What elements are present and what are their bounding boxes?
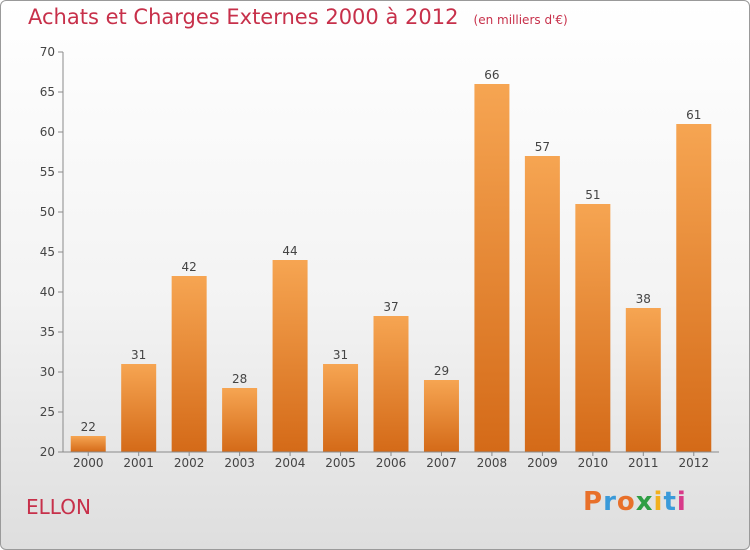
bar-value-label: 42 bbox=[182, 260, 197, 274]
y-tick-label: 20 bbox=[40, 445, 55, 459]
x-tick-label: 2006 bbox=[376, 456, 407, 470]
x-tick-label: 2012 bbox=[678, 456, 709, 470]
bar-2004[interactable] bbox=[272, 260, 308, 452]
title-row: Achats et Charges Externes 2000 à 2012 (… bbox=[28, 5, 568, 29]
city-name: ELLON bbox=[26, 495, 91, 519]
x-tick-label: 2011 bbox=[628, 456, 659, 470]
bar-value-label: 51 bbox=[585, 188, 600, 202]
bar-value-label: 31 bbox=[131, 348, 146, 362]
x-tick-label: 2005 bbox=[325, 456, 356, 470]
y-tick-label: 70 bbox=[40, 45, 55, 59]
bars: 22 31 42 28 44 31 37 29 66 57 51 38 61 bbox=[70, 68, 712, 452]
bar-value-label: 29 bbox=[434, 364, 449, 378]
x-tick-label: 2007 bbox=[426, 456, 457, 470]
bar-2009[interactable] bbox=[524, 156, 560, 452]
bar-2007[interactable] bbox=[423, 380, 459, 452]
bar-2001[interactable] bbox=[121, 364, 157, 452]
bar-2003[interactable] bbox=[222, 388, 258, 452]
bar-2012[interactable] bbox=[676, 124, 712, 452]
bar-value-label: 44 bbox=[282, 244, 297, 258]
bar-2010[interactable] bbox=[575, 204, 611, 452]
bar-2011[interactable] bbox=[625, 308, 661, 452]
chart-title: Achats et Charges Externes 2000 à 2012 bbox=[28, 5, 459, 29]
y-tick-label: 30 bbox=[40, 365, 55, 379]
bar-value-label: 37 bbox=[383, 300, 398, 314]
x-tick-label: 2009 bbox=[527, 456, 558, 470]
x-tick-label: 2001 bbox=[123, 456, 154, 470]
x-tick-label: 2004 bbox=[275, 456, 306, 470]
bar-2005[interactable] bbox=[323, 364, 359, 452]
bar-2000[interactable] bbox=[70, 436, 106, 452]
y-tick-label: 65 bbox=[40, 85, 55, 99]
bar-2002[interactable] bbox=[171, 276, 207, 452]
bar-value-label: 28 bbox=[232, 372, 247, 386]
bar-value-label: 38 bbox=[636, 292, 651, 306]
y-tick-label: 50 bbox=[40, 205, 55, 219]
x-axis: 2000 2001 2002 2003 2004 2005 2006 2007 2008 2009… bbox=[63, 451, 719, 470]
y-tick-label: 40 bbox=[40, 285, 55, 299]
logo-letter: P bbox=[583, 487, 604, 517]
bar-value-label: 22 bbox=[81, 420, 96, 434]
bar-value-label: 57 bbox=[535, 140, 550, 154]
y-axis: 20 25 30 35 40 45 50 55 60 65 70 bbox=[40, 45, 64, 459]
bar-2008[interactable] bbox=[474, 84, 510, 452]
x-tick-label: 2010 bbox=[578, 456, 609, 470]
y-tick-label: 55 bbox=[40, 165, 55, 179]
y-tick-label: 60 bbox=[40, 125, 55, 139]
bar-value-label: 61 bbox=[686, 108, 701, 122]
x-tick-label: 2002 bbox=[174, 456, 205, 470]
bar-value-label: 66 bbox=[484, 68, 499, 82]
logo-letter: i bbox=[676, 487, 687, 517]
y-tick-label: 25 bbox=[40, 405, 55, 419]
y-tick-label: 35 bbox=[40, 325, 55, 339]
x-tick-label: 2003 bbox=[224, 456, 255, 470]
logo-letter: r bbox=[603, 487, 617, 517]
chart-unit: (en milliers d'€) bbox=[473, 13, 568, 27]
logo-letter: i bbox=[653, 487, 664, 517]
proxiti-logo[interactable]: Proxiti bbox=[583, 487, 687, 517]
bar-2006[interactable] bbox=[373, 316, 409, 452]
logo-letter: t bbox=[663, 487, 677, 517]
x-tick-label: 2008 bbox=[477, 456, 508, 470]
y-tick-label: 45 bbox=[40, 245, 55, 259]
bar-value-label: 31 bbox=[333, 348, 348, 362]
logo-letter: x bbox=[635, 487, 654, 517]
logo-letter: o bbox=[616, 487, 636, 517]
x-tick-label: 2000 bbox=[73, 456, 104, 470]
